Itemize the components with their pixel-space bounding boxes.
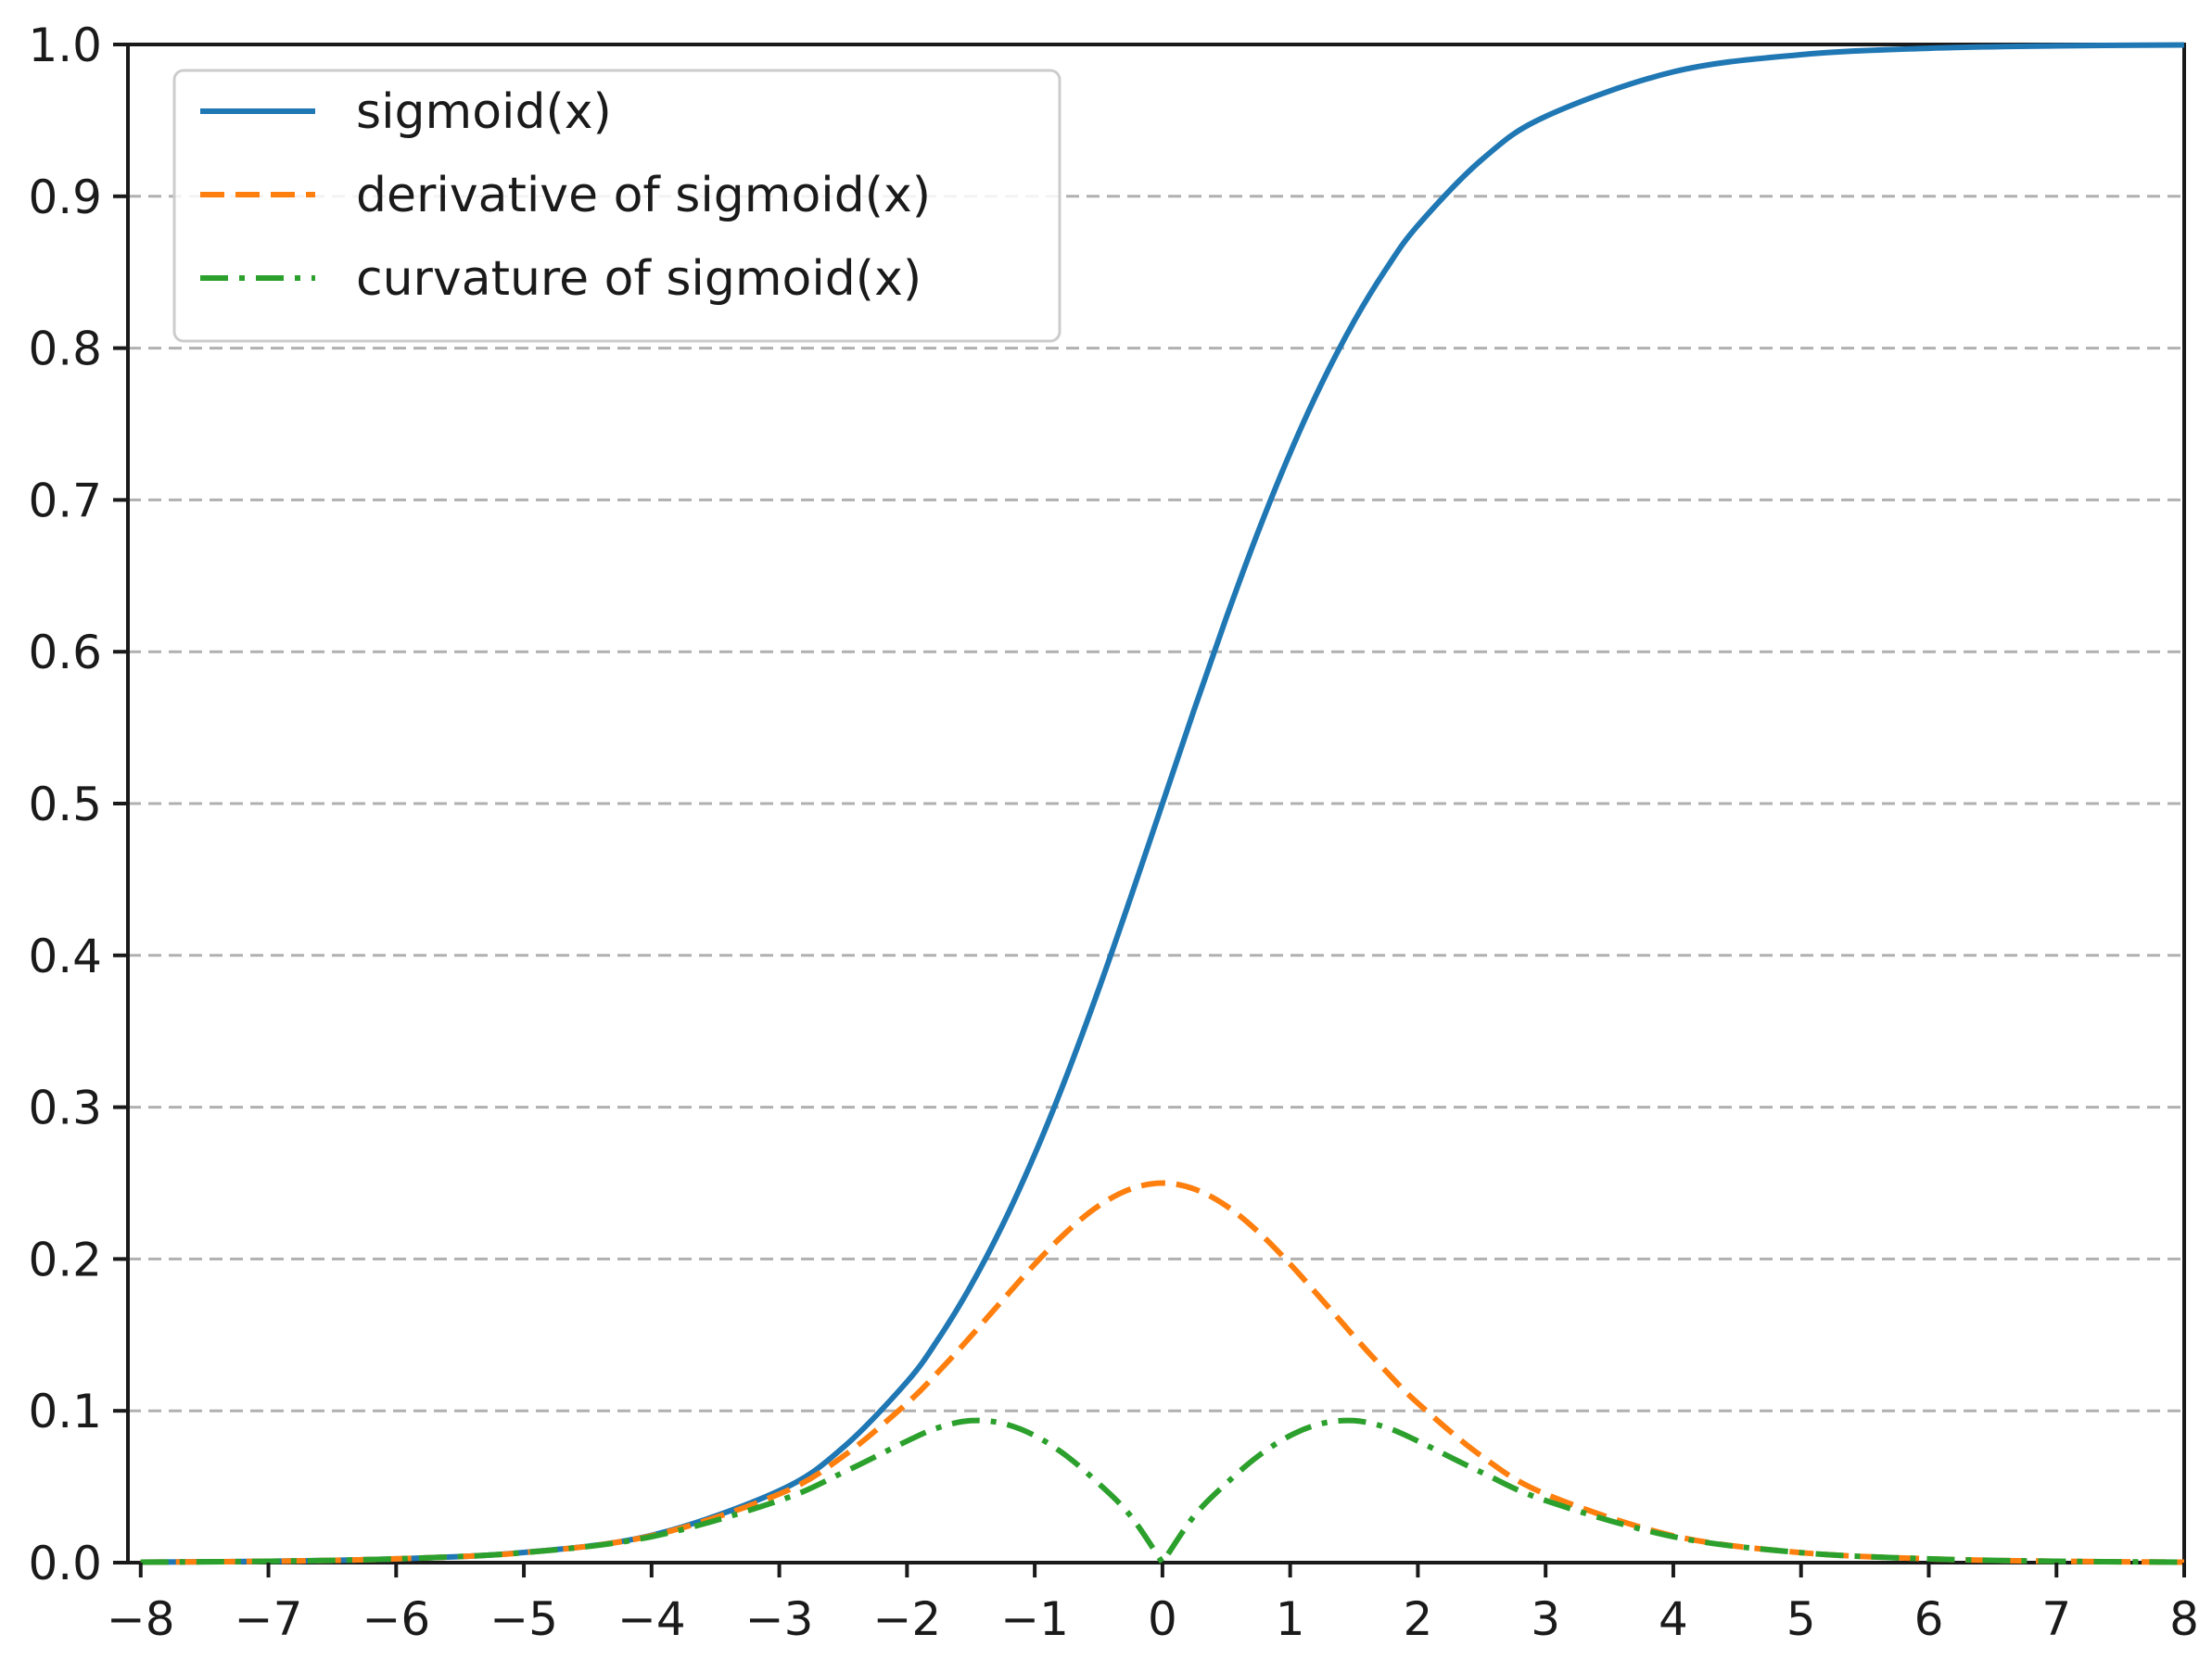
x-tick-label-12: 4 bbox=[1659, 1592, 1688, 1646]
x-tick-label-3: −5 bbox=[489, 1592, 558, 1646]
x-tick-label-9: 1 bbox=[1276, 1592, 1305, 1646]
y-tick-label-7: 0.7 bbox=[28, 474, 102, 527]
y-tick-label-10: 1.0 bbox=[28, 19, 102, 72]
y-axis: 0.0 0.1 0.2 0.3 0.4 0.5 0.6 0.7 0.8 0.9 1.0 bbox=[28, 19, 128, 1590]
x-axis: −8 −7 −6 −5 −4 −3 −2 −1 0 1 2 3 4 5 6 7 8 bbox=[107, 1563, 2199, 1646]
y-tick-label-5: 0.5 bbox=[28, 778, 102, 831]
x-tick-label-11: 3 bbox=[1531, 1592, 1560, 1646]
series-lines bbox=[140, 42, 2185, 1565]
y-tick-label-1: 0.1 bbox=[28, 1385, 102, 1438]
legend-label-2: curvature of sigmoid(x) bbox=[356, 251, 922, 307]
y-tick-label-4: 0.4 bbox=[28, 930, 102, 983]
legend-box bbox=[172, 69, 1062, 343]
x-tick-label-2: −6 bbox=[362, 1592, 430, 1646]
x-tick-label-7: −1 bbox=[1000, 1592, 1069, 1646]
x-tick-label-16: 8 bbox=[2169, 1592, 2199, 1646]
x-tick-label-1: −7 bbox=[235, 1592, 303, 1646]
legend-entries: sigmoid(x) derivative of sigmoid(x) curvat… bbox=[200, 84, 931, 307]
grid-lines bbox=[128, 195, 2184, 1412]
x-tick-label-10: 2 bbox=[1404, 1592, 1433, 1646]
y-tick-label-3: 0.3 bbox=[28, 1082, 102, 1135]
y-tick-label-6: 0.6 bbox=[28, 626, 102, 679]
y-tick-label-9: 0.9 bbox=[28, 171, 102, 224]
x-tick-label-15: 7 bbox=[2041, 1592, 2071, 1646]
x-tick-label-14: 6 bbox=[1914, 1592, 1944, 1646]
x-tick-label-0: −8 bbox=[107, 1592, 175, 1646]
legend-label-1: derivative of sigmoid(x) bbox=[356, 168, 931, 223]
x-tick-label-6: −2 bbox=[873, 1592, 942, 1646]
y-tick-label-2: 0.2 bbox=[28, 1233, 102, 1286]
x-tick-label-13: 5 bbox=[1786, 1592, 1816, 1646]
y-tick-label-0: 0.0 bbox=[28, 1537, 102, 1590]
series-line-1 bbox=[140, 1180, 2185, 1565]
series-line-2 bbox=[140, 1417, 2185, 1565]
legend-label-0: sigmoid(x) bbox=[356, 84, 612, 140]
x-tick-label-8: 0 bbox=[1148, 1592, 1177, 1646]
legend: sigmoid(x) derivative of sigmoid(x) curvat… bbox=[172, 69, 1062, 343]
x-tick-label-4: −4 bbox=[617, 1592, 686, 1646]
y-tick-label-8: 0.8 bbox=[28, 323, 102, 376]
x-tick-label-5: −3 bbox=[745, 1592, 814, 1646]
